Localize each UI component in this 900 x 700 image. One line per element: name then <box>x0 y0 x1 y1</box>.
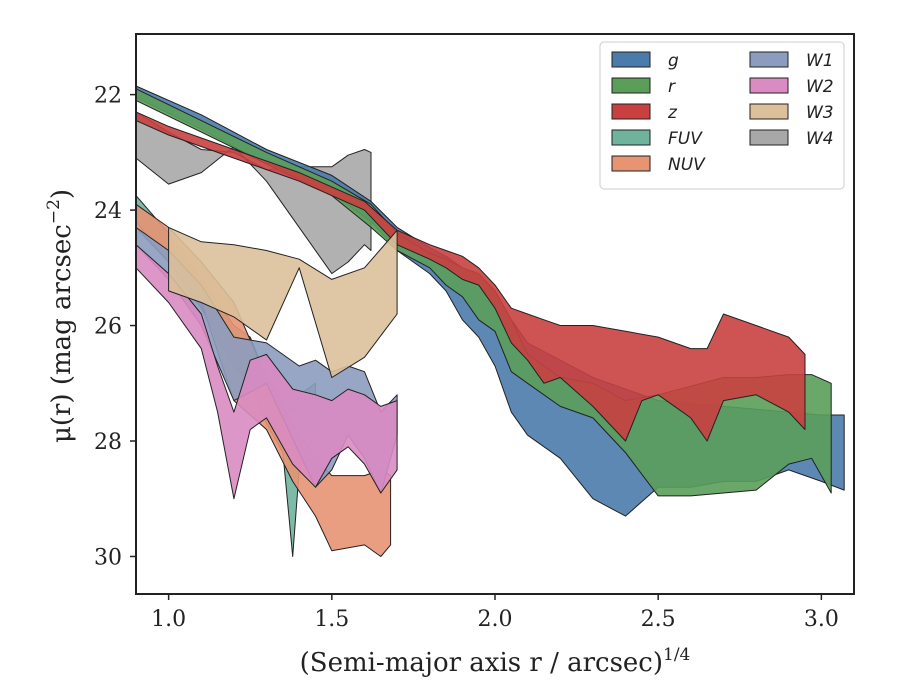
legend-swatch-nuv <box>612 156 650 171</box>
legend-label-w3: W3 <box>806 103 834 123</box>
legend-swatch-w2 <box>750 78 788 93</box>
legend-label-nuv: NUV <box>668 155 706 175</box>
y-tick-label: 30 <box>94 545 122 570</box>
y-tick-label: 28 <box>94 430 122 455</box>
legend-swatch-z <box>612 104 650 119</box>
legend-label-w4: W4 <box>806 129 834 149</box>
legend-label-w2: W2 <box>806 77 834 97</box>
x-axis-label: (Semi-major axis r / arcsec)1/4 <box>300 645 691 678</box>
y-axis: 22 24 26 28 30 <box>94 84 136 571</box>
y-tick-label: 26 <box>94 315 122 340</box>
x-axis: 1.0 1.5 2.0 2.5 3.0 <box>151 594 839 632</box>
legend-swatch-fuv <box>612 130 650 145</box>
legend-swatch-w1 <box>750 52 788 67</box>
legend: grz FUV NUV W1 W2 W3 W4 <box>600 42 844 189</box>
legend-swatch-w3 <box>750 104 788 119</box>
legend-swatch-r <box>612 78 650 93</box>
legend-label-g: g <box>668 51 679 71</box>
legend-label-w1: W1 <box>806 51 834 71</box>
legend-label-fuv: FUV <box>668 129 703 149</box>
x-tick-label: 2.0 <box>478 607 513 632</box>
x-tick-label: 1.0 <box>151 607 186 632</box>
y-tick-label: 22 <box>94 84 122 109</box>
legend-swatch-g <box>612 52 650 67</box>
x-tick-label: 1.5 <box>314 607 349 632</box>
x-tick-label: 3.0 <box>804 607 839 632</box>
legend-swatch-w4 <box>750 130 788 145</box>
x-tick-label: 2.5 <box>641 607 676 632</box>
legend-label-z: z <box>667 103 678 123</box>
legend-label-r: r <box>668 77 676 97</box>
y-axis-label: μ(r) (mag arcsec−2) <box>44 189 77 443</box>
y-tick-label: 24 <box>94 199 122 224</box>
